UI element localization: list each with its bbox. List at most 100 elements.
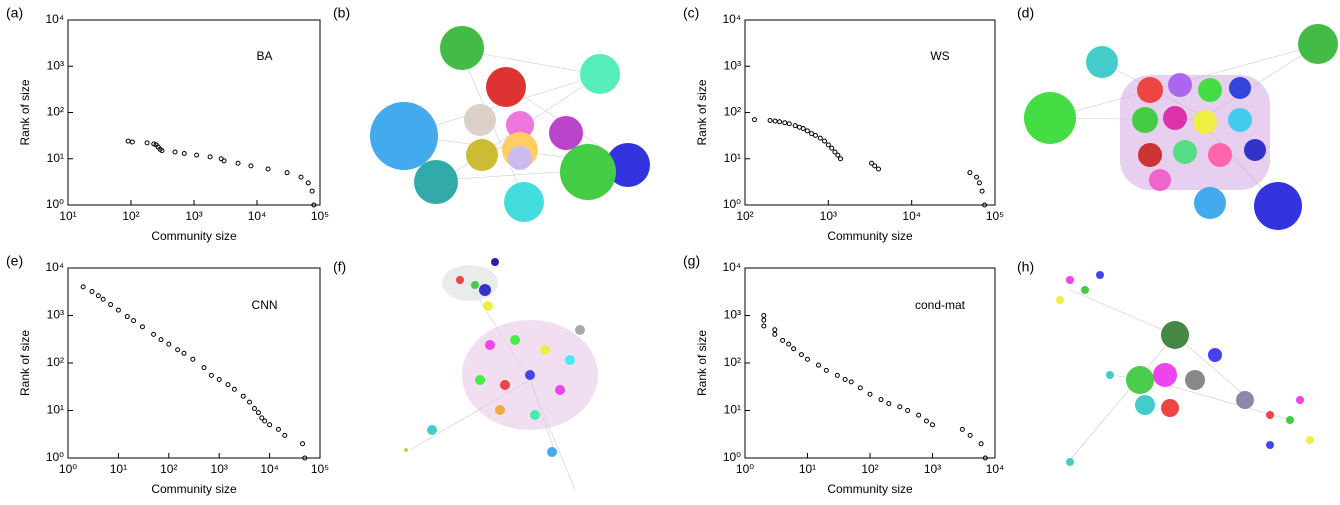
y-tick-label: 10¹: [724, 403, 741, 417]
point: [967, 170, 973, 176]
point: [872, 163, 878, 169]
network-b: [370, 26, 650, 222]
network-d: [1024, 24, 1338, 230]
y-axis-label: Rank of size: [18, 79, 32, 145]
point: [305, 180, 311, 186]
point: [780, 337, 786, 343]
point: [235, 160, 241, 166]
point: [786, 121, 792, 127]
annotation: WS: [930, 49, 949, 63]
point: [823, 367, 829, 373]
y-tick-label: 10⁴: [45, 12, 64, 26]
x-tick-label: 10⁴: [902, 209, 921, 223]
point: [967, 432, 973, 438]
point: [208, 372, 214, 378]
x-tick-label: 10⁵: [311, 462, 329, 476]
point: [905, 408, 911, 413]
x-tick-label: 10²: [122, 209, 139, 223]
point: [298, 174, 304, 180]
point: [751, 117, 757, 123]
point: [878, 397, 884, 403]
point: [139, 324, 145, 330]
plot-frame: [67, 19, 321, 206]
point: [829, 145, 835, 151]
x-tick-label: 10⁴: [986, 462, 1005, 476]
point: [812, 132, 818, 138]
point: [247, 399, 253, 405]
y-tick-label: 10³: [724, 308, 741, 322]
point: [767, 118, 773, 124]
y-tick-label: 10⁰: [46, 450, 64, 464]
x-tick-label: 10⁴: [260, 462, 279, 476]
point: [805, 356, 810, 362]
point: [809, 131, 815, 137]
plot-frame: [67, 267, 321, 459]
point: [248, 163, 254, 169]
x-tick-label: 10³: [211, 462, 228, 476]
point: [190, 356, 196, 362]
point: [159, 148, 165, 154]
point: [832, 149, 838, 155]
x-tick-label: 10⁰: [736, 462, 754, 476]
point: [95, 293, 101, 299]
point: [207, 154, 213, 160]
point: [791, 346, 797, 352]
point: [979, 188, 985, 194]
point: [786, 341, 792, 347]
point: [201, 365, 207, 371]
point: [255, 410, 261, 416]
point: [262, 418, 268, 424]
point: [772, 118, 778, 124]
point: [761, 323, 767, 329]
y-tick-label: 10⁰: [723, 197, 741, 211]
y-axis-label: Rank of size: [695, 330, 709, 396]
point: [251, 406, 257, 412]
x-tick-label: 10²: [736, 209, 753, 223]
panel-label: (d): [1017, 5, 1034, 21]
point: [100, 296, 106, 302]
y-tick-label: 10³: [47, 308, 64, 322]
point: [282, 432, 288, 438]
panel-label: (a): [6, 5, 23, 21]
point: [817, 135, 823, 141]
y-tick-label: 10²: [724, 355, 741, 369]
point: [275, 426, 281, 432]
point: [284, 170, 290, 176]
y-tick-label: 10⁰: [723, 450, 741, 464]
point: [181, 350, 187, 356]
x-tick-label: 10³: [924, 462, 941, 476]
x-tick-label: 10⁵: [986, 209, 1004, 223]
point: [867, 391, 873, 397]
plot-frame: [744, 267, 996, 459]
point: [125, 138, 131, 144]
point: [267, 422, 273, 428]
y-tick-label: 10³: [724, 58, 741, 72]
x-tick-label: 10¹: [110, 462, 127, 476]
y-tick-label: 10¹: [724, 151, 741, 165]
x-tick-label: 10²: [160, 462, 177, 476]
x-axis-label: Community size: [827, 482, 913, 496]
point: [777, 119, 783, 125]
point: [804, 128, 810, 134]
point: [216, 376, 222, 382]
point: [311, 202, 317, 208]
annotation: CNN: [252, 298, 278, 312]
point: [923, 418, 929, 424]
y-tick-label: 10²: [724, 105, 741, 119]
point: [240, 393, 246, 399]
point: [857, 385, 863, 391]
annotation: cond-mat: [915, 298, 966, 312]
point: [80, 284, 86, 290]
x-tick-label: 10⁰: [59, 462, 77, 476]
plot-frame: [744, 19, 996, 206]
point: [131, 318, 137, 324]
point: [300, 441, 306, 447]
point: [782, 120, 788, 126]
point: [761, 313, 767, 318]
panel-label: (e): [6, 253, 23, 269]
x-tick-label: 10²: [861, 462, 878, 476]
y-tick-label: 10³: [47, 58, 64, 72]
point: [89, 289, 95, 295]
point: [982, 455, 988, 461]
point: [221, 158, 227, 164]
